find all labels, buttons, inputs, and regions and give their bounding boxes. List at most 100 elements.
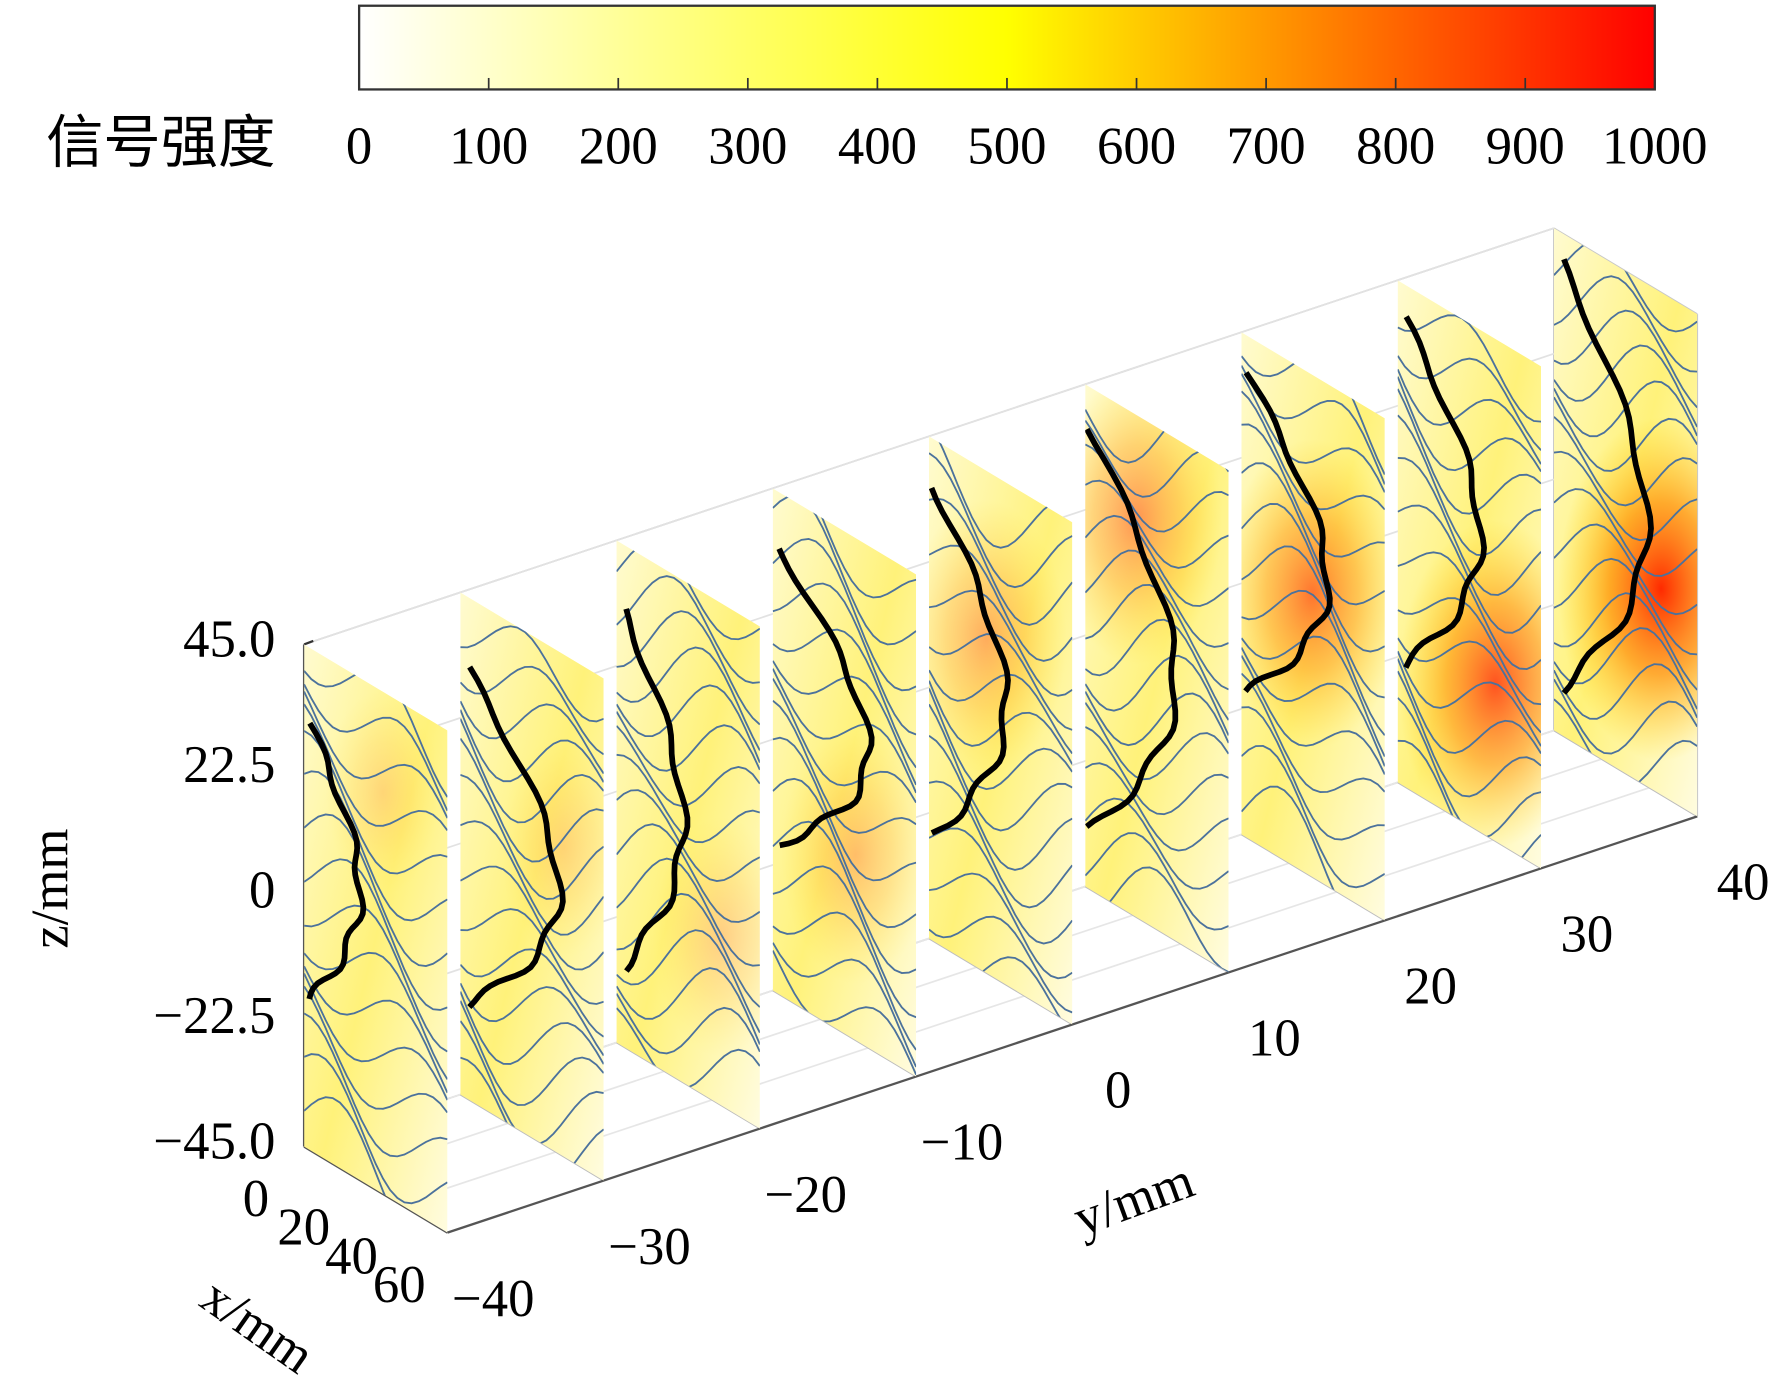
slice — [1397, 280, 1542, 869]
slice — [1241, 332, 1385, 921]
streamline — [772, 950, 917, 1076]
streamline — [616, 823, 760, 923]
streamline — [304, 1012, 448, 1158]
flame-front — [623, 608, 691, 973]
streamline — [1397, 650, 1542, 747]
colorbar-tick-label: 0 — [346, 117, 372, 175]
streamline — [928, 915, 1073, 1014]
colorbar-tick-label: 900 — [1486, 117, 1565, 175]
streamline — [928, 669, 1073, 755]
flame-front — [776, 547, 875, 849]
streamline — [1397, 414, 1542, 557]
streamline — [1241, 672, 1385, 794]
y-tick-label: −40 — [452, 1270, 534, 1328]
streamline — [772, 820, 917, 974]
streamline — [928, 735, 1073, 871]
streamline — [928, 872, 1073, 980]
x-tick-label: 40 — [325, 1227, 378, 1285]
intensity — [652, 816, 760, 1058]
streamline — [1553, 488, 1698, 577]
streamline — [1085, 514, 1229, 607]
streamline — [772, 911, 917, 1051]
streamline — [1241, 706, 1385, 841]
x-tick-label: 60 — [373, 1256, 426, 1314]
streamline — [1241, 647, 1385, 767]
streamline — [1553, 344, 1698, 428]
flame-front — [1243, 371, 1333, 693]
x-axis-label: x/mm — [191, 1267, 325, 1385]
streamline — [616, 929, 760, 1034]
streamline — [304, 683, 448, 812]
streamline — [304, 951, 448, 1080]
streamline — [772, 628, 917, 769]
flame-front — [306, 721, 367, 1000]
streamline — [1241, 373, 1385, 493]
streamline — [772, 865, 917, 1019]
colorbar-tick-label: 700 — [1227, 117, 1306, 175]
colorbar — [357, 4, 1656, 91]
streamline — [772, 582, 917, 736]
y-axis-label: y/mm — [1066, 1151, 1201, 1248]
streamline — [1397, 457, 1542, 596]
streamline — [1241, 785, 1385, 921]
streamline — [616, 789, 760, 882]
z-tick-label: −45.0 — [153, 1113, 275, 1171]
streamline — [1085, 479, 1229, 569]
streamline — [304, 1096, 448, 1233]
streamline — [460, 625, 604, 723]
colorbar-tick-label: 200 — [579, 117, 658, 175]
streamline — [460, 908, 604, 1005]
flame-front — [1561, 258, 1654, 695]
streamline — [1085, 762, 1229, 852]
streamline — [1241, 589, 1385, 736]
colorbar-tick-label: 500 — [967, 117, 1046, 175]
streamline — [1241, 423, 1385, 558]
streamline — [928, 688, 1073, 791]
streamline — [304, 985, 448, 1114]
x-tick-label: 20 — [277, 1199, 330, 1257]
slice — [1553, 228, 1698, 817]
colorbar-tick-label: 600 — [1097, 117, 1176, 175]
streamline — [1553, 416, 1698, 507]
streamline — [1085, 549, 1229, 648]
streamline — [928, 780, 1073, 909]
slice — [460, 592, 604, 1181]
flame-front — [1403, 315, 1487, 669]
streamline — [772, 668, 917, 794]
streamline — [1085, 726, 1229, 816]
streamline — [772, 699, 917, 834]
streamline — [1553, 557, 1698, 656]
streamline — [1397, 637, 1542, 734]
y-tick-label: 30 — [1561, 906, 1614, 964]
z-tick-label: 45.0 — [183, 611, 275, 669]
streamline — [616, 993, 760, 1055]
z-axis-label: z/mm — [21, 829, 79, 949]
streamline — [460, 774, 604, 900]
streamline — [772, 942, 917, 1068]
streamline — [460, 982, 604, 1057]
streamline — [460, 820, 604, 936]
streamline — [616, 575, 760, 684]
colorbar-tick-label: 800 — [1356, 117, 1435, 175]
streamline — [1397, 368, 1542, 465]
slice — [1085, 384, 1229, 973]
streamline — [460, 948, 604, 1038]
streamline — [772, 777, 917, 929]
colorbar-label: 信号强度 — [46, 112, 275, 175]
y-tick-label: −10 — [921, 1114, 1003, 1172]
colorbar-tick-label: 1000 — [1602, 117, 1707, 175]
streamline — [928, 589, 1073, 697]
y-tick-label: 20 — [1404, 958, 1457, 1016]
y-tick-label: 10 — [1248, 1010, 1301, 1068]
streamline — [1397, 388, 1542, 515]
streamline — [928, 703, 1073, 832]
streamline — [928, 827, 1073, 945]
streamline — [1397, 551, 1542, 670]
streamline — [772, 537, 917, 692]
streamline — [304, 691, 448, 819]
flame-front — [928, 486, 1011, 836]
slice — [772, 488, 917, 1077]
streamline — [1241, 462, 1385, 606]
colorbar-tick-label: 300 — [708, 117, 787, 175]
streamline — [1397, 658, 1542, 754]
